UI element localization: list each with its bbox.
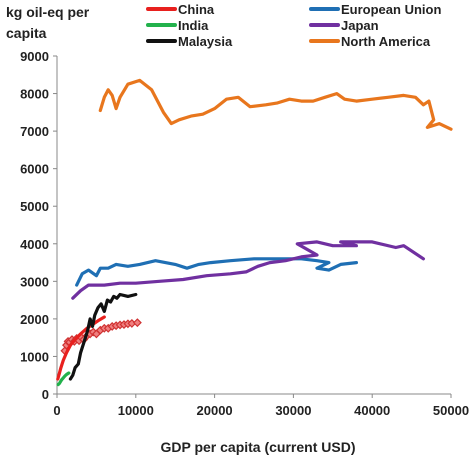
plot-area	[56, 78, 453, 387]
axes: 0 1000 2000 3000 4000 5000 6000 7000 8000 9000 0 10…	[20, 49, 469, 418]
y-tick-label: 5000	[20, 199, 49, 214]
y-tick-label: 4000	[20, 237, 49, 252]
y-tick-label: 8000	[20, 87, 49, 102]
x-tick-label: 0	[53, 403, 60, 418]
series-line-malaysia	[68, 292, 138, 381]
x-axis-title: GDP per capita (current USD)	[160, 439, 355, 455]
y-tick-label: 3000	[20, 274, 49, 289]
x-tick-label: 10000	[118, 403, 154, 418]
y-axis-title-line2: capita	[6, 25, 47, 41]
series-line-north-america	[98, 78, 453, 131]
y-axis-title-line1: kg oil-eq per	[6, 4, 90, 20]
legend-label: North America	[341, 34, 431, 49]
x-tick-label: 20000	[197, 403, 233, 418]
legend-label: China	[178, 2, 215, 17]
y-tick-label: 7000	[20, 124, 49, 139]
data-marker	[132, 318, 142, 328]
y-tick-label: 9000	[20, 49, 49, 64]
x-tick-label: 30000	[275, 403, 311, 418]
x-tick-label: 40000	[354, 403, 390, 418]
y-tick-label: 1000	[20, 349, 49, 364]
legend-label: Japan	[341, 18, 379, 33]
x-tick-label: 50000	[433, 403, 469, 418]
legend-label: India	[178, 18, 209, 33]
y-tick-label: 2000	[20, 312, 49, 327]
series-line-india	[56, 371, 71, 387]
legend-label: European Union	[341, 2, 441, 17]
legend-label: Malaysia	[178, 34, 233, 49]
y-tick-label: 6000	[20, 162, 49, 177]
series-line-japan	[71, 240, 425, 300]
series-line-european-union	[75, 257, 358, 287]
y-tick-label: 0	[42, 387, 49, 402]
